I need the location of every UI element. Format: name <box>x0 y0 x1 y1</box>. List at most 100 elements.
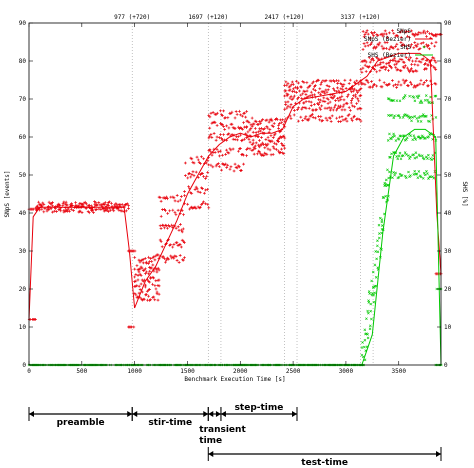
snps-point <box>202 157 206 161</box>
snps-point <box>381 34 385 38</box>
snps-point <box>208 115 212 119</box>
shs-point <box>409 115 412 119</box>
snps-point <box>236 135 240 138</box>
snps-point <box>164 260 167 264</box>
snps-point <box>237 149 240 153</box>
phase-label-time: time <box>199 436 222 446</box>
snps-point <box>373 83 376 86</box>
snps-point <box>347 113 351 116</box>
shs-point <box>402 95 406 99</box>
snps-point <box>235 166 239 170</box>
snps-point <box>295 90 298 94</box>
snps-point <box>339 104 343 108</box>
vertical-marker-label: 977 (+720) <box>114 14 150 21</box>
snps-point <box>381 61 385 64</box>
snps-point <box>252 122 256 126</box>
snps-point <box>166 197 169 201</box>
snps-point <box>192 161 196 165</box>
data-points <box>27 29 443 367</box>
snps-point <box>427 63 430 67</box>
phase-label-preamble: preamble <box>57 418 105 428</box>
snps-point <box>367 56 371 59</box>
snps-point <box>361 82 365 86</box>
snps-point <box>433 44 437 48</box>
snps-point <box>257 135 260 138</box>
snps-point <box>159 240 163 243</box>
snps-point <box>213 121 217 124</box>
shs-point <box>425 170 428 173</box>
snps-point <box>168 224 172 228</box>
snps-point <box>309 114 313 118</box>
snps-point <box>248 147 252 151</box>
shs-point <box>384 195 388 198</box>
y-tick-label: 80 <box>19 58 27 65</box>
snps-point <box>285 83 289 87</box>
snps-point <box>66 207 70 211</box>
shs-point <box>388 170 391 174</box>
snps-point <box>387 82 391 86</box>
snps-point <box>371 57 374 60</box>
snps-point <box>80 211 84 215</box>
snps-point <box>172 196 176 200</box>
snps-point <box>68 209 71 213</box>
snps-point <box>127 207 130 210</box>
snps-point <box>132 325 136 329</box>
snps-point <box>413 41 417 45</box>
snps-point <box>246 130 250 134</box>
snps-point <box>321 119 325 122</box>
snps-point <box>297 96 300 100</box>
snps-point <box>150 260 154 263</box>
shs-point <box>404 176 408 180</box>
snps-point <box>425 79 428 82</box>
snps-point <box>282 144 286 148</box>
snps-point <box>133 249 137 253</box>
snps-point <box>397 59 401 63</box>
shs-point <box>417 135 421 138</box>
snps-point <box>250 143 254 146</box>
snps-point <box>248 140 252 144</box>
snps-point <box>198 162 202 165</box>
shs-point <box>403 113 407 116</box>
shs-point <box>421 113 425 116</box>
shs-point <box>418 154 422 158</box>
shs-point <box>363 345 366 349</box>
shs-point <box>388 155 391 159</box>
snps-point <box>421 57 425 61</box>
shs-point <box>398 116 402 119</box>
snps-point <box>251 138 255 142</box>
snps-point <box>112 209 116 213</box>
snps-point <box>293 108 296 112</box>
snps-point <box>51 210 54 214</box>
snps-point <box>51 201 54 204</box>
shs-point <box>396 157 400 161</box>
snps-point <box>322 96 326 100</box>
snps-point <box>214 113 218 116</box>
snps-point <box>299 93 303 97</box>
shs-point <box>360 346 364 349</box>
snps-point <box>164 224 168 228</box>
snps-point <box>393 56 396 60</box>
snps-point <box>363 33 367 36</box>
shs-point <box>422 137 426 140</box>
snps-point <box>393 63 397 67</box>
snps-point <box>143 256 147 260</box>
snps-point <box>148 280 152 284</box>
snps-point <box>417 59 421 63</box>
snps-point <box>206 188 209 191</box>
shs-point <box>420 101 424 105</box>
snps-point <box>157 268 161 272</box>
snps-point <box>42 210 46 214</box>
snps-point <box>78 209 82 213</box>
snps-point <box>231 147 235 151</box>
snps-point <box>251 148 255 152</box>
snps-point <box>378 69 382 73</box>
snps-point <box>344 86 348 90</box>
snps-point <box>395 86 399 89</box>
snps-point <box>337 99 341 103</box>
snps-point <box>408 70 411 74</box>
snps-point <box>180 230 184 234</box>
snps-point <box>396 83 400 87</box>
snps-point <box>137 258 141 262</box>
snps-point <box>259 129 263 133</box>
